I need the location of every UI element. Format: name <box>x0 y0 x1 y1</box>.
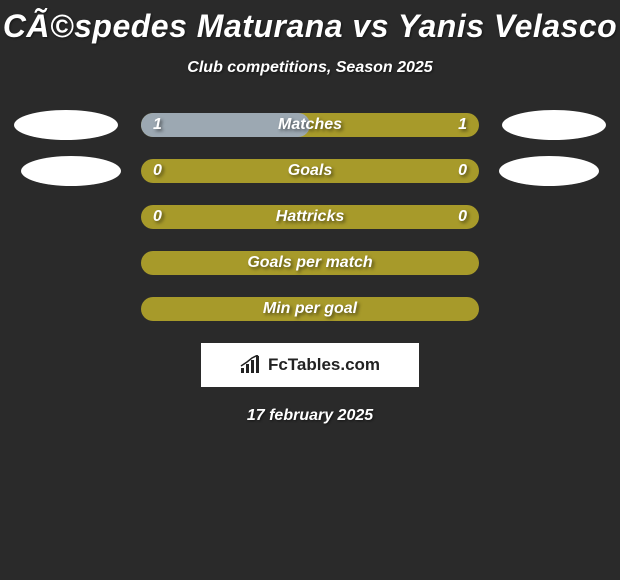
brand-badge: FcTables.com <box>201 343 419 387</box>
chart-icon <box>240 355 262 375</box>
right-ellipse-slot <box>499 159 609 183</box>
stat-bar: Matches 1 1 <box>141 113 479 137</box>
stat-row: Goals per match <box>0 251 620 275</box>
player-ellipse-right <box>499 156 599 186</box>
stat-value-right: 0 <box>458 162 467 180</box>
stat-row: Min per goal <box>0 297 620 321</box>
page-title: CÃ©spedes Maturana vs Yanis Velasco <box>0 8 620 45</box>
page-subtitle: Club competitions, Season 2025 <box>0 59 620 77</box>
comparison-infographic: CÃ©spedes Maturana vs Yanis Velasco Club… <box>0 0 620 425</box>
stat-row: Goals 0 0 <box>0 159 620 183</box>
right-ellipse-slot <box>499 113 609 137</box>
stat-bar: Goals 0 0 <box>141 159 479 183</box>
right-ellipse-slot <box>499 297 609 321</box>
stat-value-right: 1 <box>458 116 467 134</box>
stat-label: Hattricks <box>276 208 344 226</box>
player-ellipse-left <box>21 156 121 186</box>
stat-bar: Min per goal <box>141 297 479 321</box>
stat-bar: Goals per match <box>141 251 479 275</box>
left-ellipse-slot <box>11 113 121 137</box>
left-ellipse-slot <box>11 251 121 275</box>
stat-label: Min per goal <box>263 300 357 318</box>
player-ellipse-left <box>14 110 118 140</box>
stat-value-left: 1 <box>153 116 162 134</box>
stat-row: Hattricks 0 0 <box>0 205 620 229</box>
left-ellipse-slot <box>11 297 121 321</box>
stat-label: Goals <box>288 162 332 180</box>
stat-rows: Matches 1 1 Goals 0 0 Hattricks 0 0 Goals per mat… <box>0 113 620 321</box>
stat-label: Matches <box>278 116 342 134</box>
left-ellipse-slot <box>11 205 121 229</box>
date-label: 17 february 2025 <box>0 407 620 425</box>
stat-label: Goals per match <box>247 254 372 272</box>
stat-value-right: 0 <box>458 208 467 226</box>
right-ellipse-slot <box>499 205 609 229</box>
left-ellipse-slot <box>11 159 121 183</box>
stat-value-left: 0 <box>153 162 162 180</box>
right-ellipse-slot <box>499 251 609 275</box>
stat-value-left: 0 <box>153 208 162 226</box>
stat-bar: Hattricks 0 0 <box>141 205 479 229</box>
stat-row: Matches 1 1 <box>0 113 620 137</box>
brand-text: FcTables.com <box>268 355 380 375</box>
player-ellipse-right <box>502 110 606 140</box>
